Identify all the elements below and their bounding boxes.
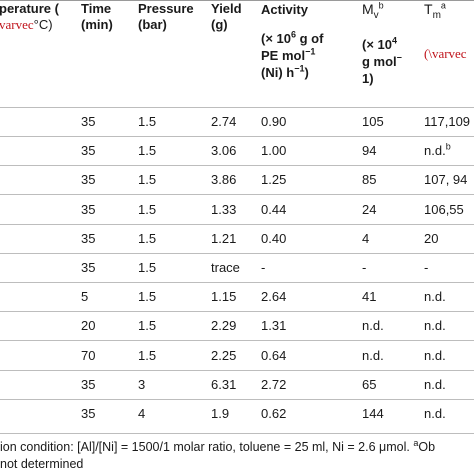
cell-mv: n.d. xyxy=(362,347,384,363)
cell-yield: 3.86 xyxy=(211,172,237,188)
cell-pressure: 1.5 xyxy=(138,260,157,275)
cell-yield: 1.21 xyxy=(211,230,237,246)
cell-time: 35 xyxy=(81,406,96,421)
row-divider xyxy=(0,194,474,196)
cell-pressure: 1.5 xyxy=(138,318,157,334)
cell-activity: 0.62 xyxy=(261,406,287,421)
cell-mv: 85 xyxy=(362,172,377,188)
header-tm: Tma (\varvec xyxy=(424,0,467,61)
table-top-rule xyxy=(0,0,474,1)
row-divider xyxy=(0,282,474,283)
cell-mv: 144 xyxy=(362,406,384,421)
cell-tm: 107, 94 xyxy=(424,172,468,188)
cell-mv: 105 xyxy=(362,114,384,129)
cell-time: 20 xyxy=(81,318,96,334)
cell-time: 35 xyxy=(81,114,96,129)
cell-time: 35 xyxy=(81,230,96,246)
cell-time: 35 xyxy=(81,260,96,275)
cell-pressure: 1.5 xyxy=(138,143,157,159)
cell-mv: n.d. xyxy=(362,318,384,334)
cell-mv: - xyxy=(362,260,367,275)
cell-pressure: 4 xyxy=(138,406,146,421)
cell-activity: 2.64 xyxy=(261,289,287,305)
cell-yield: trace xyxy=(211,260,240,275)
cell-pressure: 1.5 xyxy=(138,230,157,246)
header-mv: Mvb (× 104 g mol− 1) xyxy=(362,0,402,86)
header-bottom-rule xyxy=(0,107,474,108)
cell-pressure: 1.5 xyxy=(138,289,157,305)
cell-tm: n.d. xyxy=(424,318,446,334)
cell-tm: 106,55 xyxy=(424,201,464,217)
row-divider xyxy=(0,223,474,225)
cell-yield: 1.33 xyxy=(211,201,237,217)
cell-time: 35 xyxy=(81,143,96,159)
cell-yield: 1.9 xyxy=(211,406,230,421)
cell-activity: 1.25 xyxy=(261,172,287,188)
row-divider xyxy=(0,398,474,400)
cell-activity: 1.31 xyxy=(261,318,287,334)
header-time: Time (min) xyxy=(81,1,113,32)
cell-tm: 117,109 xyxy=(424,114,471,129)
cell-mv: 24 xyxy=(362,201,377,217)
row-divider xyxy=(0,311,474,313)
header-temperature: perature ( varvec°C) xyxy=(0,1,59,32)
cell-activity: - xyxy=(261,260,266,275)
cell-mv: 94 xyxy=(362,143,377,159)
cell-pressure: 3 xyxy=(138,376,146,392)
cell-tm: n.d. xyxy=(424,289,446,305)
cell-pressure: 1.5 xyxy=(138,201,157,217)
cell-pressure: 1.5 xyxy=(138,172,157,188)
table-bottom-rule xyxy=(0,433,474,434)
latex-artifact-text: varvec xyxy=(0,17,34,32)
row-divider xyxy=(0,136,474,137)
cell-pressure: 1.5 xyxy=(138,347,157,363)
cell-pressure: 1.5 xyxy=(138,114,157,129)
cell-tm: n.d.b xyxy=(424,141,451,159)
cell-tm: n.d. xyxy=(424,347,446,363)
cell-yield: 2.74 xyxy=(211,114,237,129)
cell-activity: 0.90 xyxy=(261,114,287,129)
cell-activity: 1.00 xyxy=(261,143,287,159)
cell-tm: 20 xyxy=(424,230,439,246)
row-divider xyxy=(0,340,474,342)
cell-mv: 4 xyxy=(362,230,370,246)
cell-tm: - xyxy=(424,260,429,275)
cell-time: 70 xyxy=(81,347,96,363)
cell-yield: 3.06 xyxy=(211,143,237,159)
row-divider xyxy=(0,369,474,371)
cell-activity: 0.64 xyxy=(261,347,287,363)
cell-activity: 0.44 xyxy=(261,201,287,217)
cell-yield: 1.15 xyxy=(211,289,237,305)
cell-yield: 2.25 xyxy=(211,347,237,363)
cell-mv: 41 xyxy=(362,289,377,305)
header-yield: Yield (g) xyxy=(211,1,242,32)
cell-yield: 2.29 xyxy=(211,318,237,334)
footnote-nd: not determined xyxy=(0,457,84,471)
cell-activity: 2.72 xyxy=(261,376,287,392)
latex-artifact-text-tm: (\varvec xyxy=(424,45,467,61)
cell-time: 5 xyxy=(81,289,89,305)
header-activity: Activity (× 106 g of PE mol−1 (Ni) h−1) xyxy=(261,2,324,80)
header-pressure: Pressure (bar) xyxy=(138,1,194,32)
cell-time: 35 xyxy=(81,201,96,217)
row-divider xyxy=(0,165,474,167)
footnote-conditions: ion condition: [Al]/[Ni] = 1500/1 molar … xyxy=(0,437,436,454)
cell-time: 35 xyxy=(81,172,96,188)
row-divider xyxy=(0,252,474,254)
cell-yield: 6.31 xyxy=(211,376,237,392)
cell-tm: n.d. xyxy=(424,376,446,392)
cell-mv: 65 xyxy=(362,376,377,392)
cell-activity: 0.40 xyxy=(261,230,287,246)
cell-tm: n.d. xyxy=(424,406,446,421)
cell-time: 35 xyxy=(81,376,96,392)
